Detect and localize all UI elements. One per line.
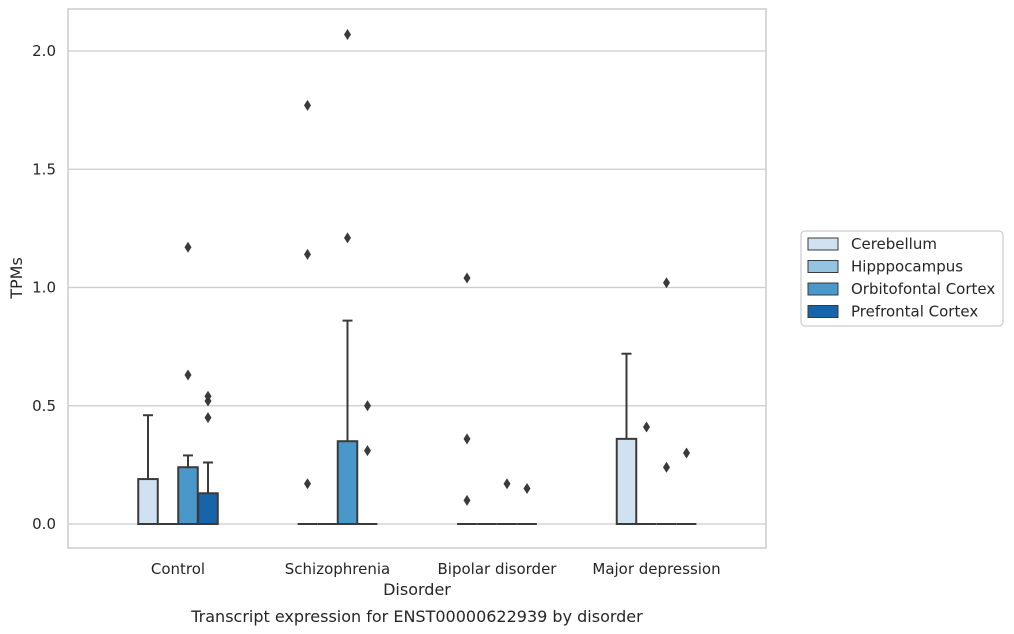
outlier-point	[304, 99, 311, 111]
outlier-point	[304, 248, 311, 260]
outlier-point	[184, 241, 192, 253]
box-0-0	[137, 414, 159, 526]
outlier-point	[304, 478, 311, 490]
box-2-3	[656, 277, 677, 525]
y-tick-label: 1.5	[32, 160, 56, 178]
y-axis-label: TPMs	[7, 257, 26, 300]
x-tick-label: Bipolar disorder	[438, 560, 558, 578]
chart-title: Transcript expression for ENST0000062293…	[190, 607, 643, 626]
box-rect	[137, 478, 159, 526]
outlier-point	[523, 483, 531, 495]
legend-label: Hipppocampus	[851, 258, 963, 276]
outlier-point	[663, 277, 670, 289]
box-groups	[137, 28, 697, 526]
box-rect	[177, 466, 199, 525]
box-3-0	[197, 390, 219, 526]
legend-swatch	[807, 260, 839, 273]
box-3-3	[676, 447, 697, 525]
outlier-point	[683, 447, 690, 459]
box-rect	[615, 437, 638, 525]
outlier-point	[364, 400, 371, 412]
legend-label: Orbitofontal Cortex	[851, 280, 995, 298]
outlier-point	[364, 445, 371, 457]
legend-swatch	[807, 305, 839, 318]
outlier-point	[344, 28, 351, 40]
y-tick-labels: 0.0 0.5 1.0 1.5 2.0	[32, 42, 56, 533]
x-tick-label: Schizophrenia	[285, 560, 390, 578]
y-tick-label: 1.0	[32, 279, 56, 297]
box-3-1	[357, 400, 378, 525]
legend-swatch	[807, 282, 839, 296]
legend-label: Cerebellum	[851, 235, 937, 253]
legend-swatch	[807, 237, 839, 251]
box-3-2	[517, 483, 537, 525]
x-tick-labels: Control Schizophrenia Bipolar disorder Majo…	[151, 560, 721, 578]
outlier-point	[663, 461, 670, 473]
box-0-3	[615, 352, 638, 525]
plot-frame	[67, 8, 767, 549]
box-0-1	[297, 99, 318, 525]
y-tick-label: 0.5	[32, 397, 56, 415]
outlier-point	[463, 433, 471, 445]
outlier-point	[503, 478, 511, 490]
outlier-point	[643, 421, 650, 433]
legend: Cerebellum Hipppocampus Orbitofontal Corte…	[800, 230, 1004, 327]
outlier-point	[184, 369, 192, 381]
outlier-point	[204, 412, 212, 424]
box-2-2	[497, 478, 517, 525]
box-rect	[336, 440, 359, 526]
outlier-point	[463, 272, 471, 284]
box-2-1	[336, 28, 359, 526]
y-tick-label: 2.0	[32, 42, 56, 60]
outlier-point	[463, 494, 471, 506]
outlier-point	[204, 395, 212, 407]
y-tick-label: 0.0	[32, 515, 56, 533]
box-1-3	[636, 421, 657, 525]
x-tick-label: Major depression	[592, 560, 720, 578]
box-0-2	[457, 272, 477, 525]
legend-frame	[800, 230, 1004, 327]
outlier-point	[344, 232, 351, 244]
x-tick-label: Control	[151, 560, 205, 578]
x-axis-label: Disorder	[383, 580, 451, 599]
box-rect	[197, 492, 219, 526]
legend-label: Prefrontal Cortex	[851, 303, 978, 321]
